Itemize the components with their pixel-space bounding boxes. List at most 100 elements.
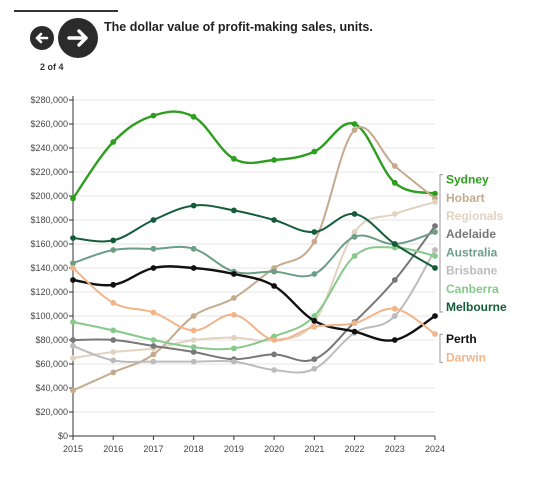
data-point-melbourne: [150, 217, 157, 223]
data-point-adelaide: [150, 343, 157, 349]
y-tick-label: $100,000: [30, 311, 68, 321]
data-point-regionals: [190, 337, 197, 343]
data-point-sydney: [271, 157, 278, 163]
data-point-australia: [311, 271, 318, 277]
data-point-canberra: [110, 327, 117, 334]
legend-bracket: [439, 333, 443, 363]
data-point-australia: [150, 245, 157, 252]
data-point-regionals: [110, 349, 117, 355]
data-point-sydney: [351, 121, 358, 127]
data-point-melbourne: [70, 235, 76, 241]
data-point-brisbane: [432, 247, 438, 253]
series-line-sydney: [71, 110, 437, 200]
data-point-regionals: [432, 199, 438, 205]
data-point-darwin: [110, 299, 117, 306]
top-rule: [14, 10, 118, 12]
data-point-hobart: [230, 295, 237, 301]
data-point-adelaide: [271, 351, 278, 358]
y-tick-label: $40,000: [35, 383, 68, 393]
legend-label-darwin: Darwin: [446, 350, 486, 364]
x-tick-label: 2015: [63, 444, 83, 454]
data-point-hobart: [311, 238, 318, 245]
y-tick-label: $120,000: [30, 287, 68, 297]
data-point-canberra: [150, 337, 157, 343]
data-point-sydney: [311, 148, 318, 155]
legend-label-sydney: Sydney: [446, 173, 489, 187]
previous-step-button[interactable]: [30, 26, 54, 50]
data-point-darwin: [391, 305, 398, 312]
data-point-perth: [311, 317, 318, 324]
x-tick-label: 2022: [345, 444, 365, 454]
series-line-darwin: [72, 267, 436, 342]
data-point-perth: [190, 265, 197, 271]
y-tick-label: $80,000: [35, 335, 68, 345]
y-tick-label: $20,000: [35, 407, 68, 417]
data-point-adelaide: [110, 337, 117, 343]
data-point-perth: [70, 277, 76, 283]
legend-label-perth: Perth: [446, 332, 477, 346]
data-point-canberra: [432, 253, 438, 259]
y-tick-label: $160,000: [30, 239, 68, 249]
data-point-melbourne: [110, 237, 117, 244]
data-point-regionals: [230, 334, 237, 341]
page-title: The dollar value of profit-making sales,…: [104, 20, 373, 34]
arrow-left-icon: [35, 32, 49, 44]
data-point-perth: [110, 281, 117, 288]
data-point-canberra: [311, 313, 318, 319]
data-point-darwin: [311, 323, 318, 330]
data-point-adelaide: [190, 349, 197, 355]
data-point-brisbane: [190, 358, 197, 365]
data-point-sydney: [150, 112, 157, 119]
data-point-sydney: [110, 139, 117, 145]
data-point-melbourne: [311, 229, 318, 235]
data-point-adelaide: [311, 356, 318, 363]
next-step-button[interactable]: [58, 18, 98, 58]
data-point-canberra: [351, 253, 358, 259]
x-tick-label: 2024: [425, 444, 445, 454]
data-point-canberra: [70, 319, 76, 325]
data-point-perth: [391, 337, 398, 343]
step-indicator: 2 of 4: [40, 62, 64, 72]
x-tick-label: 2017: [143, 444, 163, 454]
legend-label-australia: Australia: [446, 245, 498, 259]
x-tick-label: 2019: [224, 444, 244, 454]
data-point-sydney: [432, 190, 438, 197]
y-tick-label: $140,000: [30, 263, 68, 273]
data-point-melbourne: [432, 265, 438, 271]
data-point-canberra: [190, 344, 197, 351]
data-point-darwin: [351, 320, 358, 327]
data-point-brisbane: [110, 357, 117, 364]
x-tick-label: 2016: [103, 444, 123, 454]
data-point-perth: [271, 283, 278, 289]
arrow-right-icon: [67, 29, 88, 47]
data-point-regionals: [351, 229, 358, 235]
legend-label-melbourne: Melbourne: [446, 300, 507, 314]
y-tick-label: $180,000: [30, 215, 68, 225]
legend-label-regionals: Regionals: [446, 209, 504, 223]
data-point-australia: [432, 229, 438, 235]
data-point-sydney: [190, 113, 197, 120]
data-point-australia: [351, 233, 358, 240]
data-point-hobart: [351, 127, 358, 133]
legend-label-hobart: Hobart: [446, 191, 485, 205]
data-point-sydney: [70, 195, 76, 202]
data-point-hobart: [110, 369, 117, 376]
data-point-darwin: [190, 327, 197, 334]
data-point-australia: [271, 268, 278, 275]
data-point-hobart: [150, 351, 157, 358]
x-tick-label: 2020: [264, 444, 284, 454]
series-line-melbourne: [72, 204, 436, 269]
legend-label-adelaide: Adelaide: [446, 227, 496, 241]
series-line-adelaide: [72, 225, 436, 362]
series-line-perth: [71, 265, 437, 342]
data-point-darwin: [432, 331, 438, 337]
data-point-melbourne: [391, 241, 398, 247]
y-tick-label: $240,000: [30, 143, 68, 153]
data-point-melbourne: [271, 217, 278, 223]
data-point-brisbane: [311, 365, 318, 372]
y-tick-label: $0: [58, 431, 68, 441]
data-point-perth: [230, 271, 237, 277]
y-tick-label: $60,000: [35, 359, 68, 369]
y-tick-label: $220,000: [30, 167, 68, 177]
